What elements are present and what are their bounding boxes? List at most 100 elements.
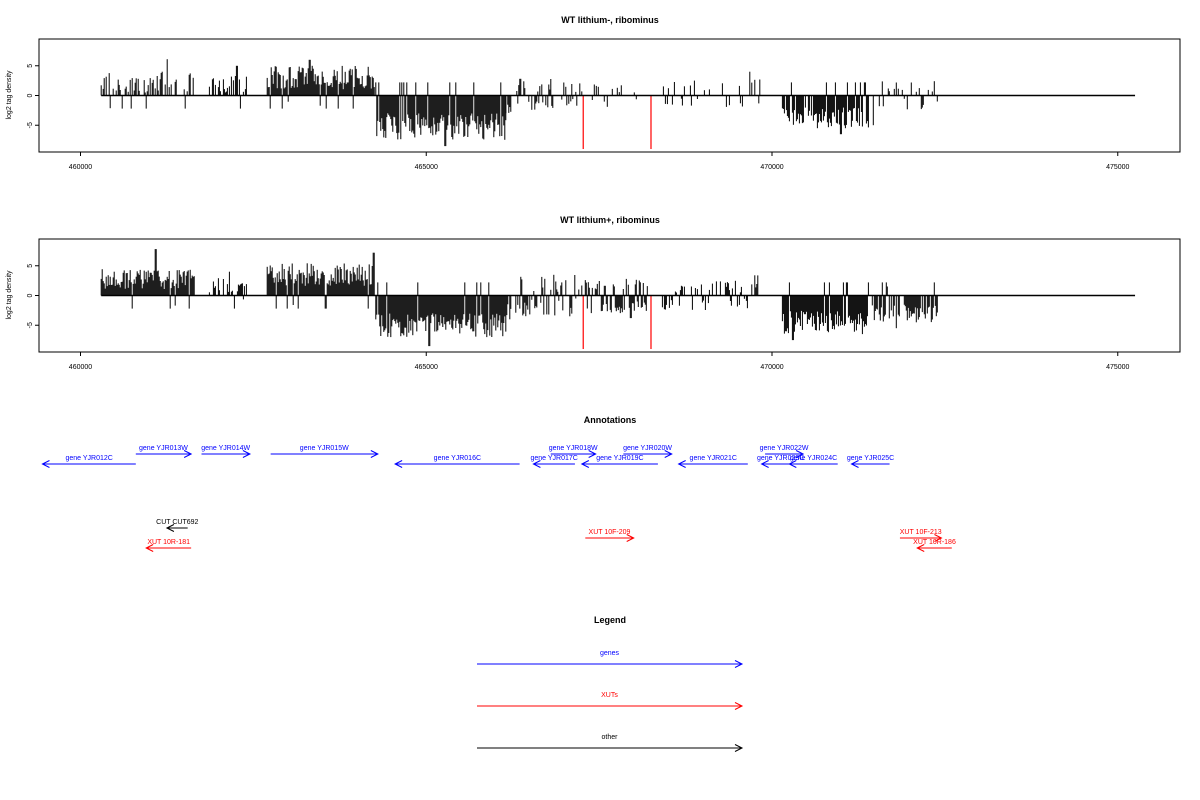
feature-xut: XUT 10F-213 bbox=[900, 529, 943, 542]
feature-xut: XUT 10R-181 bbox=[145, 539, 192, 552]
x-tick-label: 475000 bbox=[1106, 164, 1129, 171]
feature-label: gene YJR012C bbox=[65, 455, 112, 462]
feature-gene: gene YJR019C bbox=[580, 455, 658, 468]
arrow-left-icon bbox=[788, 460, 797, 468]
x-tick-label: 470000 bbox=[760, 164, 783, 171]
y-axis: 5 0 -5 bbox=[27, 64, 39, 128]
track-panel-lithium-plus: WT lithium+, ribominus log2 tag density … bbox=[6, 215, 1181, 371]
x-tick-label: 475000 bbox=[1106, 364, 1129, 371]
arrow-right-icon bbox=[242, 450, 252, 458]
x-tick-label: 465000 bbox=[415, 164, 438, 171]
feature-xut: XUT 10F-209 bbox=[585, 529, 635, 542]
arrow-left-icon bbox=[677, 460, 686, 468]
annotations-title: Annotations bbox=[584, 415, 637, 425]
legend: Legend genes XUTs other bbox=[477, 615, 744, 752]
arrow-right-icon bbox=[795, 450, 805, 458]
feature-gene: gene YJR022W bbox=[760, 445, 809, 458]
feature-label: XUT 10R-181 bbox=[147, 539, 190, 546]
feature-gene: gene YJR021C bbox=[677, 455, 748, 468]
arrow-left-icon bbox=[145, 544, 154, 552]
feature-label: gene YJR013W bbox=[139, 445, 188, 452]
feature-gene: gene YJR025C bbox=[847, 455, 894, 468]
y-tick-label: 0 bbox=[27, 93, 34, 97]
feature-gene: gene YJR013W bbox=[135, 445, 193, 458]
feature-other: CUT CUT692 bbox=[156, 519, 199, 532]
arrow-right-icon bbox=[183, 450, 193, 458]
y-tick-label: 5 bbox=[27, 264, 34, 268]
x-tick-label: 460000 bbox=[69, 164, 92, 171]
x-axis: 460000 465000 470000 475000 bbox=[69, 352, 1130, 371]
arrow-left-icon bbox=[760, 460, 769, 468]
arrow-left-icon bbox=[394, 460, 403, 468]
arrow-right-icon bbox=[664, 450, 673, 458]
highlight-bars bbox=[582, 95, 652, 150]
arrow-left-icon bbox=[850, 460, 859, 468]
y-tick-label: 0 bbox=[27, 293, 34, 297]
arrow-left-icon bbox=[532, 460, 541, 468]
x-tick-label: 460000 bbox=[69, 364, 92, 371]
legend-label: XUTs bbox=[601, 692, 618, 699]
feature-gene: gene YJR015W bbox=[270, 445, 379, 458]
feature-gene: gene YJR024C bbox=[788, 455, 838, 468]
feature-label: gene YJR023C bbox=[757, 455, 804, 462]
feature-gene: gene YJR014W bbox=[201, 445, 252, 458]
arrow-left-icon bbox=[580, 460, 590, 468]
panel-title: WT lithium+, ribominus bbox=[560, 215, 660, 225]
feature-arrows: gene YJR012C gene YJR013W gene YJR014W gene… bbox=[41, 445, 956, 552]
feature-label: gene YJR017C bbox=[530, 455, 577, 462]
legend-title: Legend bbox=[594, 615, 626, 625]
x-tick-label: 465000 bbox=[415, 364, 438, 371]
feature-label: gene YJR014W bbox=[201, 445, 250, 452]
feature-gene: gene YJR020W bbox=[623, 445, 673, 458]
y-tick-label: 5 bbox=[27, 64, 34, 68]
arrow-left-icon bbox=[165, 524, 175, 532]
feature-label: gene YJR019C bbox=[596, 455, 643, 462]
feature-label: XUT 10R-186 bbox=[913, 539, 956, 546]
arrow-left-icon bbox=[916, 544, 925, 552]
y-axis-label: log2 tag density bbox=[6, 270, 13, 320]
track-panel-lithium-minus: WT lithium-, ribominus log2 tag density … bbox=[6, 15, 1181, 171]
arrow-right-icon bbox=[370, 450, 379, 458]
y-axis-label: log2 tag density bbox=[6, 70, 13, 120]
y-tick-label: -5 bbox=[27, 322, 34, 328]
panel-title: WT lithium-, ribominus bbox=[561, 15, 659, 25]
arrow-right-icon bbox=[588, 450, 597, 458]
signal-bars bbox=[100, 59, 938, 147]
feature-label: gene YJR020W bbox=[623, 445, 672, 452]
feature-label: gene YJR015W bbox=[300, 445, 349, 452]
x-axis: 460000 465000 470000 475000 bbox=[69, 152, 1130, 171]
feature-label: gene YJR016C bbox=[434, 455, 481, 462]
feature-label: gene YJR025C bbox=[847, 455, 894, 462]
feature-label: XUT 10F-213 bbox=[900, 529, 942, 536]
legend-item: XUTs bbox=[477, 692, 744, 710]
y-tick-label: -5 bbox=[27, 122, 34, 128]
arrow-right-icon bbox=[734, 744, 744, 752]
arrow-right-icon bbox=[734, 660, 744, 668]
arrow-right-icon bbox=[734, 702, 744, 710]
legend-items: genes XUTs other bbox=[477, 650, 744, 752]
feature-label: XUT 10F-209 bbox=[589, 529, 631, 536]
highlight-bars bbox=[582, 295, 652, 350]
legend-label: other bbox=[602, 734, 619, 741]
feature-gene: gene YJR016C bbox=[394, 455, 520, 468]
feature-label: gene YJR024C bbox=[790, 455, 837, 462]
feature-gene: gene YJR018W bbox=[549, 445, 598, 458]
legend-item: genes bbox=[477, 650, 744, 668]
legend-item: other bbox=[477, 734, 744, 752]
feature-label: gene YJR018W bbox=[549, 445, 598, 452]
x-tick-label: 470000 bbox=[760, 364, 783, 371]
feature-label: gene YJR021C bbox=[690, 455, 737, 462]
feature-gene: gene YJR012C bbox=[41, 455, 136, 468]
legend-label: genes bbox=[600, 650, 620, 657]
arrow-right-icon bbox=[934, 534, 943, 542]
feature-xut: XUT 10R-186 bbox=[913, 539, 956, 552]
arrow-right-icon bbox=[626, 534, 635, 542]
arrow-left-icon bbox=[41, 460, 50, 468]
feature-label: gene YJR022W bbox=[760, 445, 809, 452]
feature-label: CUT CUT692 bbox=[156, 519, 198, 526]
y-axis: 5 0 -5 bbox=[27, 264, 39, 328]
feature-gene: gene YJR017C bbox=[530, 455, 578, 468]
signal-bars bbox=[100, 249, 938, 347]
